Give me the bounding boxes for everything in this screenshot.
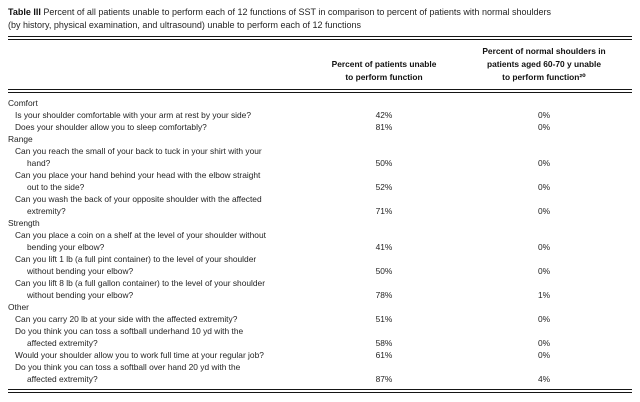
patients-percent-value: 51% — [375, 314, 393, 324]
question-text: Can you lift 1 lb (a full pint container… — [15, 254, 257, 276]
normal-percent-value: 0% — [537, 350, 551, 360]
normal-percent-value: 0% — [537, 110, 551, 120]
patients-percent-value: 87% — [375, 374, 393, 384]
patients-percent-value: 50% — [375, 266, 393, 276]
question-text: Does your shoulder allow you to sleep co… — [15, 122, 207, 132]
patients-percent-value: 78% — [375, 290, 393, 300]
patients-percent-value: 42% — [375, 110, 393, 120]
patients-percent-value: 41% — [375, 242, 393, 252]
table-row: Can you lift 8 lb (a full gallon contain… — [8, 277, 632, 301]
patients-percent-value: 50% — [375, 158, 393, 168]
table-caption: Table III Percent of all patients unable… — [8, 6, 632, 32]
normal-percent-value: 0% — [537, 158, 551, 168]
table-row: Can you place your hand behind your head… — [8, 169, 632, 193]
bottom-rule — [8, 389, 632, 393]
table-row: Can you place a coin on a shelf at the l… — [8, 229, 632, 253]
question-text: Can you wash the back of your opposite s… — [15, 194, 262, 216]
category-row: Range — [8, 133, 632, 145]
normal-percent-value: 0% — [537, 206, 551, 216]
column-header-patients-unable: Percent of patients unable to perform fu… — [331, 59, 437, 82]
table-row: Can you carry 20 lb at your side with th… — [8, 313, 632, 325]
table-row: Can you wash the back of your opposite s… — [8, 193, 632, 217]
column-header-row: Percent of patients unable to perform fu… — [8, 45, 632, 84]
normal-percent-value: 0% — [537, 242, 551, 252]
question-text: Can you lift 8 lb (a full gallon contain… — [15, 278, 265, 300]
caption-divider-rule — [8, 36, 632, 40]
question-text: Do you think you can toss a softball ove… — [15, 362, 241, 384]
patients-percent-value: 52% — [375, 182, 393, 192]
category-label: Range — [8, 134, 33, 144]
table-caption-label: Table III — [8, 7, 41, 17]
table-body: Comfort Is your shoulder comfortable wit… — [8, 97, 632, 385]
column-header-normal-shoulders: Percent of normal shoulders in patients … — [482, 46, 606, 82]
table-row: Is your shoulder comfortable with your a… — [8, 109, 632, 121]
category-row: Strength — [8, 217, 632, 229]
question-text: Can you place your hand behind your head… — [15, 170, 261, 192]
category-label: Strength — [8, 218, 40, 228]
header-divider-rule — [8, 89, 632, 93]
table-row: Can you lift 1 lb (a full pint container… — [8, 253, 632, 277]
category-row: Comfort — [8, 97, 632, 109]
normal-percent-value: 0% — [537, 182, 551, 192]
question-text: Can you carry 20 lb at your side with th… — [15, 314, 238, 324]
question-text: Would your shoulder allow you to work fu… — [15, 350, 264, 360]
question-text: Do you think you can toss a softball und… — [15, 326, 244, 348]
category-label: Other — [8, 302, 29, 312]
normal-percent-value: 1% — [537, 290, 551, 300]
normal-percent-value: 0% — [537, 266, 551, 276]
table-row: Do you think you can toss a softball ove… — [8, 361, 632, 385]
table-row: Would your shoulder allow you to work fu… — [8, 349, 632, 361]
table-row: Do you think you can toss a softball und… — [8, 325, 632, 349]
normal-percent-value: 0% — [537, 122, 551, 132]
category-row: Other — [8, 301, 632, 313]
question-text: Can you reach the small of your back to … — [15, 146, 262, 168]
patients-percent-value: 81% — [375, 122, 393, 132]
patients-percent-value: 61% — [375, 350, 393, 360]
question-text: Is your shoulder comfortable with your a… — [15, 110, 251, 120]
normal-percent-value: 0% — [537, 314, 551, 324]
category-label: Comfort — [8, 98, 38, 108]
table-row: Can you reach the small of your back to … — [8, 145, 632, 169]
normal-percent-value: 4% — [537, 374, 551, 384]
patients-percent-value: 58% — [375, 338, 393, 348]
table-row: Does your shoulder allow you to sleep co… — [8, 121, 632, 133]
table-caption-text: Percent of all patients unable to perfor… — [8, 7, 551, 30]
patients-percent-value: 71% — [375, 206, 393, 216]
question-text: Can you place a coin on a shelf at the l… — [15, 230, 266, 252]
normal-percent-value: 0% — [537, 338, 551, 348]
